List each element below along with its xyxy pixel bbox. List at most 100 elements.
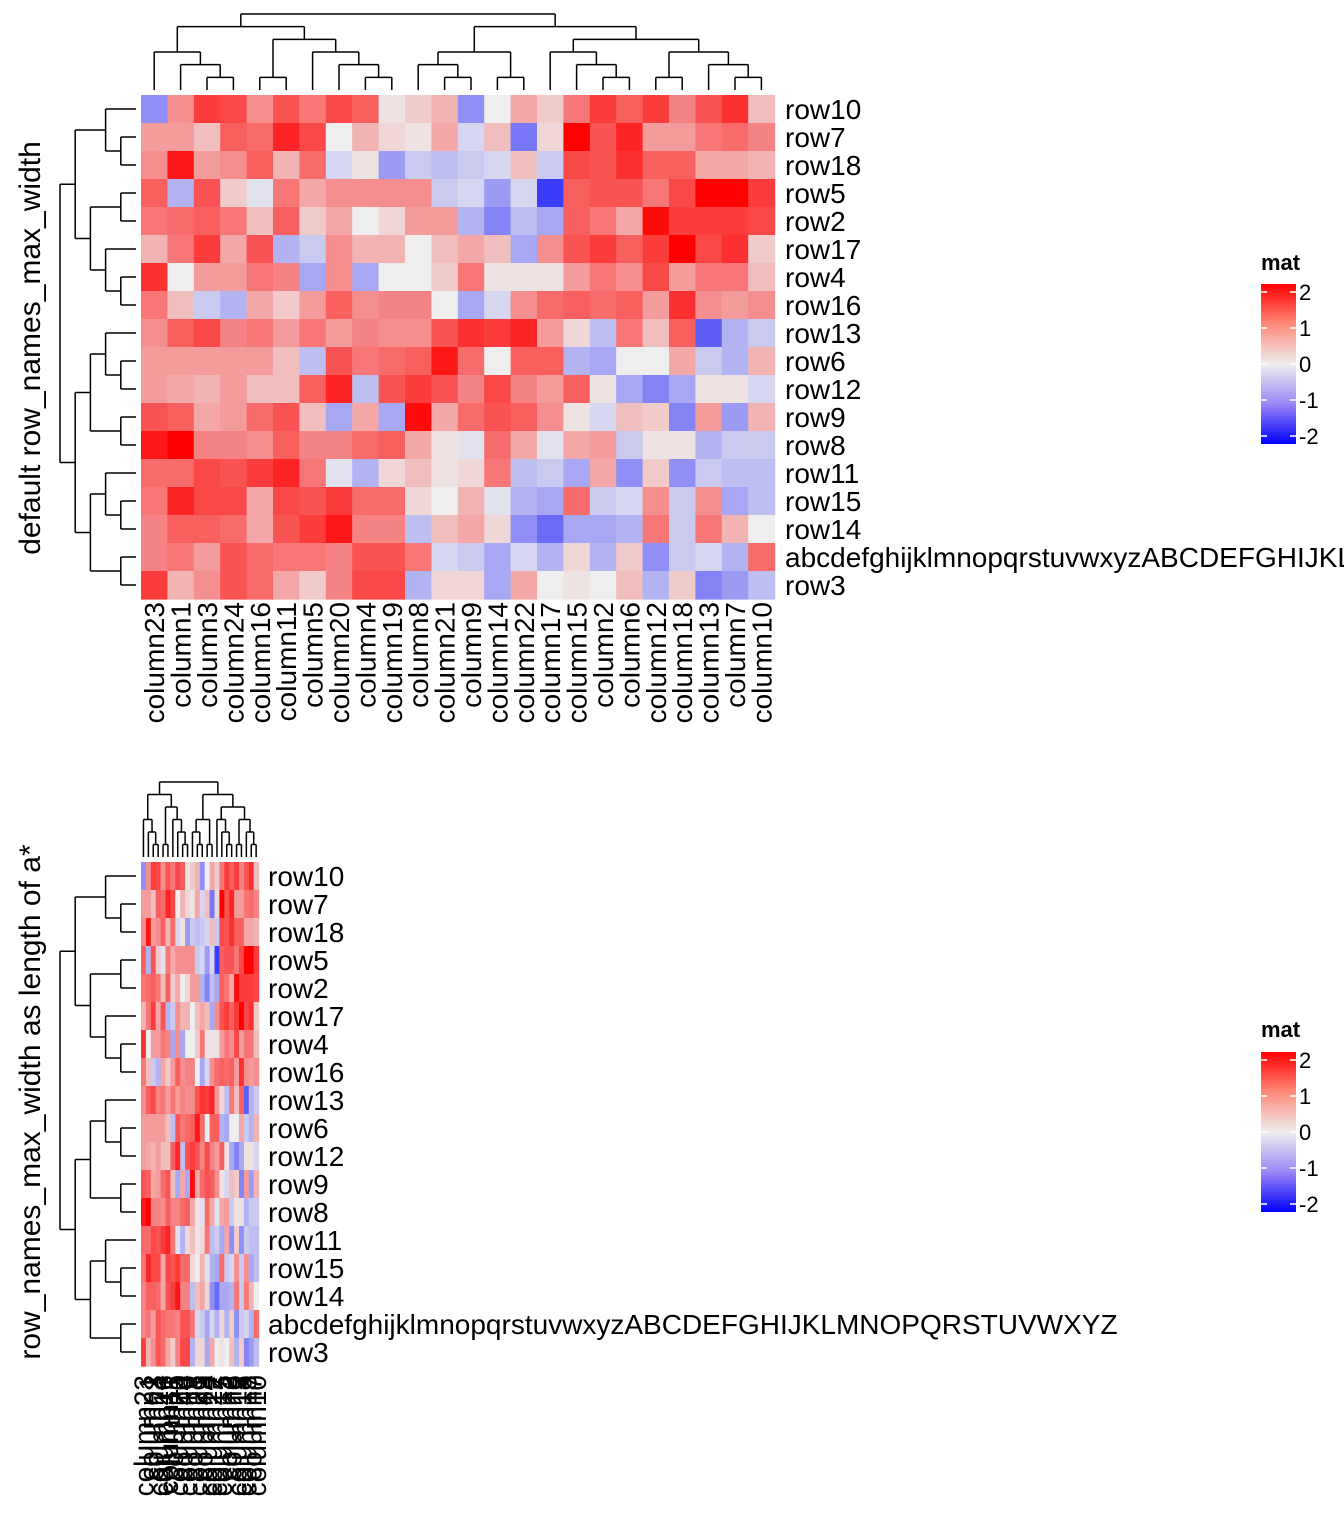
heatmap-cell (243, 1030, 250, 1059)
heatmap-cell (175, 974, 181, 1003)
heatmap-cell (246, 459, 274, 488)
heatmap-cell (352, 95, 380, 124)
heatmap-cell (253, 1338, 260, 1367)
heatmap-cell (248, 1114, 255, 1143)
heatmap-cell (246, 319, 274, 348)
column-label: column9 (456, 602, 487, 708)
heatmap-cell (563, 123, 591, 152)
heatmap-cell (239, 1170, 245, 1199)
heatmap-cell (484, 319, 512, 348)
heatmap-cell (141, 1226, 147, 1255)
heatmap-cell (141, 347, 168, 376)
heatmap-cell (185, 918, 191, 947)
heatmap-cell (150, 1282, 157, 1311)
heatmap-cell (352, 291, 380, 320)
heatmap-cell (642, 487, 670, 516)
heatmap-cell (325, 347, 353, 376)
heatmap-cell (669, 459, 696, 488)
heatmap-cell (167, 179, 195, 208)
heatmap-cell (273, 319, 300, 348)
heatmap-cell (220, 319, 248, 348)
heatmap-cell (352, 431, 380, 460)
column-label: column14 (192, 1375, 223, 1496)
heatmap-cell (193, 291, 221, 320)
heatmap-cell (563, 319, 591, 348)
heatmap-cell (214, 1086, 220, 1115)
heatmap-cell (150, 1058, 157, 1087)
heatmap-cell (209, 1086, 216, 1115)
heatmap-cell (325, 459, 353, 488)
row-label: row6 (785, 346, 846, 377)
heatmap-cell (352, 123, 380, 152)
heatmap-cell (190, 1030, 196, 1059)
row-label: row3 (268, 1337, 329, 1368)
heatmap-cell (220, 291, 248, 320)
heatmap-cell (214, 918, 220, 947)
heatmap-cell (155, 1254, 162, 1283)
heatmap-cell (175, 862, 181, 891)
heatmap-cell (695, 403, 723, 432)
heatmap-cell (175, 1002, 181, 1031)
heatmap-cell (167, 403, 195, 432)
heatmap-cell (457, 123, 485, 152)
row-label: row10 (268, 861, 344, 892)
heatmap-cell (175, 1030, 181, 1059)
heatmap-cell (199, 1254, 206, 1283)
heatmap-cell (170, 1226, 176, 1255)
column-label: column21 (182, 1375, 213, 1496)
heatmap-cell (141, 207, 168, 236)
heatmap-cell (325, 207, 353, 236)
heatmap-cell (405, 263, 432, 292)
heatmap-cell (234, 946, 240, 975)
heatmap-cell (234, 1002, 240, 1031)
heatmap-cell (180, 1338, 186, 1367)
heatmap-cell (209, 1170, 216, 1199)
row-label: row8 (268, 1197, 329, 1228)
row-label: row18 (785, 150, 861, 181)
column-label: column10 (241, 1375, 272, 1496)
heatmap-cell (209, 1142, 216, 1171)
heatmap-cell (224, 946, 230, 975)
heatmap-cell (190, 1142, 196, 1171)
heatmap-cell (193, 403, 221, 432)
heatmap-cell (234, 862, 240, 891)
heatmap-cell (748, 375, 776, 404)
heatmap-cell (669, 151, 696, 180)
heatmap-cell (246, 263, 274, 292)
heatmap-cell (457, 291, 485, 320)
heatmap-cell (185, 862, 191, 891)
heatmap-cell (219, 1338, 225, 1367)
heatmap-cell (199, 1086, 206, 1115)
heatmap-cell (185, 1198, 191, 1227)
heatmap-cell (239, 1002, 245, 1031)
heatmap-cell (273, 515, 300, 544)
heatmap-cell (253, 1198, 260, 1227)
heatmap-cell (748, 403, 776, 432)
heatmap-cell (219, 1170, 225, 1199)
heatmap-cell (165, 1198, 171, 1227)
heatmap-cell (299, 459, 327, 488)
heatmap-cell (352, 487, 380, 516)
row-label: row16 (268, 1057, 344, 1088)
heatmap-cell (155, 1338, 162, 1367)
heatmap-cell (185, 1338, 191, 1367)
heatmap-cell (155, 1030, 162, 1059)
heatmap-cell (405, 403, 432, 432)
heatmap-cell (199, 946, 206, 975)
heatmap-cell (185, 1142, 191, 1171)
heatmap-cell (239, 862, 245, 891)
heatmap-cell (209, 946, 216, 975)
heatmap-cell (193, 431, 221, 460)
heatmap-cell (273, 375, 300, 404)
heatmap-cell (180, 1114, 186, 1143)
heatmap-cell (165, 1142, 171, 1171)
heatmap-cell (246, 403, 274, 432)
heatmap-cell (537, 263, 564, 292)
heatmap-panel-top: row10row7row18row5row2row17row4row16row1… (14, 13, 1344, 723)
heatmap-cell (642, 571, 670, 600)
heatmap-cell (165, 1002, 171, 1031)
heatmap-cell (190, 862, 196, 891)
column-label: column6 (614, 602, 645, 708)
heatmap-cell (175, 918, 181, 947)
